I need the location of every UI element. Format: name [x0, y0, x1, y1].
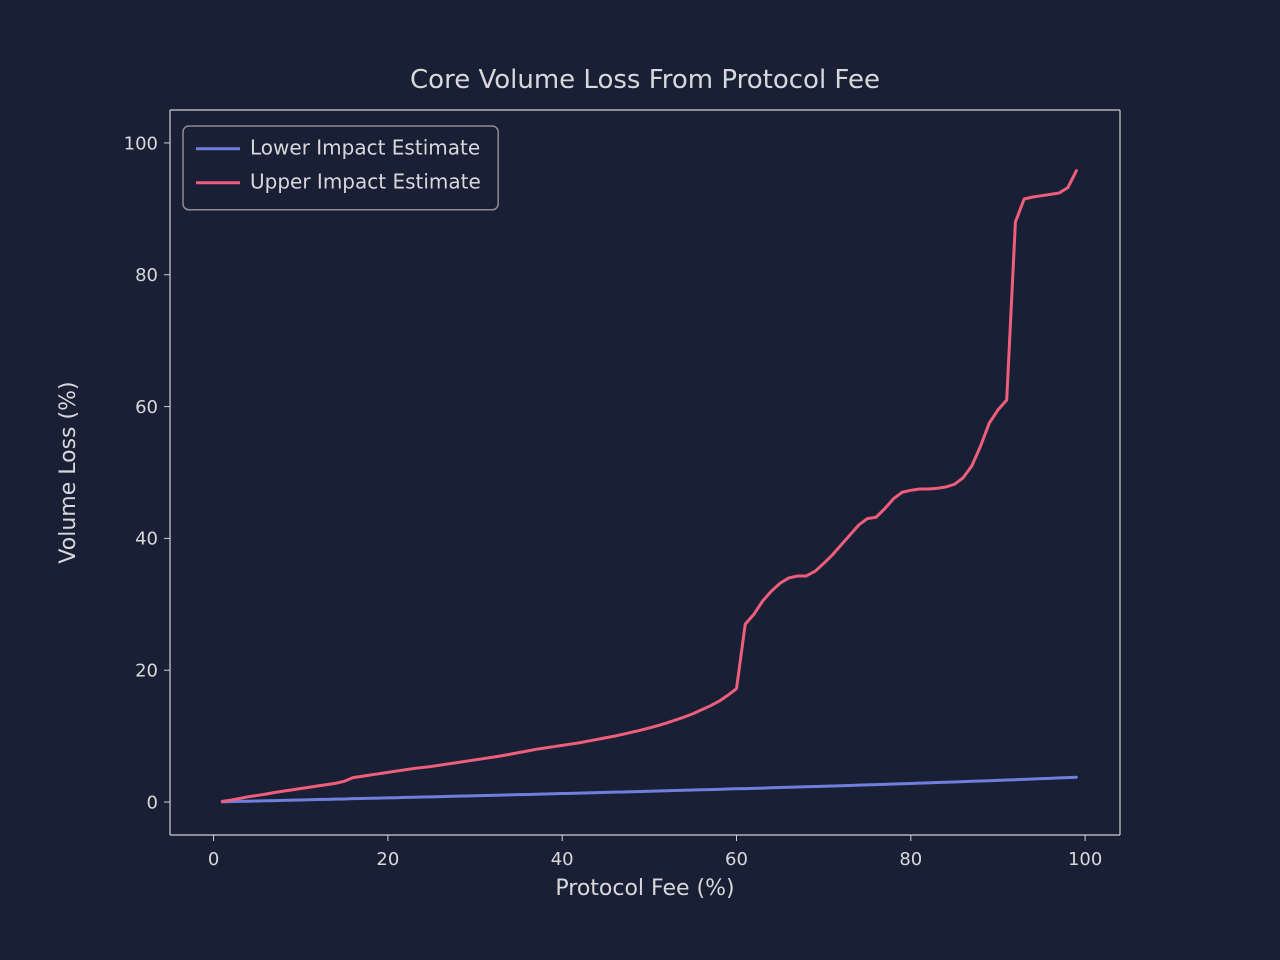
ytick-label: 0 — [147, 792, 158, 813]
legend-label: Lower Impact Estimate — [250, 136, 480, 160]
ytick-label: 80 — [135, 265, 158, 286]
ytick-label: 40 — [135, 529, 158, 550]
xtick-label: 80 — [899, 849, 922, 870]
chart-title: Core Volume Loss From Protocol Fee — [410, 65, 880, 95]
legend-label: Upper Impact Estimate — [250, 170, 481, 194]
chart-container: 0 20 40 60 80 100 0 20 40 60 80 100 Core Volume Loss… — [0, 0, 1280, 960]
xtick-label: 0 — [208, 849, 219, 870]
xtick-label: 100 — [1068, 849, 1102, 870]
ytick-label: 60 — [135, 397, 158, 418]
ytick-label: 20 — [135, 661, 158, 682]
ytick-label: 100 — [124, 133, 158, 154]
x-axis-label: Protocol Fee (%) — [555, 876, 734, 901]
xtick-label: 60 — [725, 849, 748, 870]
xtick-label: 20 — [376, 849, 399, 870]
xtick-label: 40 — [551, 849, 574, 870]
y-axis-label: Volume Loss (%) — [56, 381, 81, 563]
